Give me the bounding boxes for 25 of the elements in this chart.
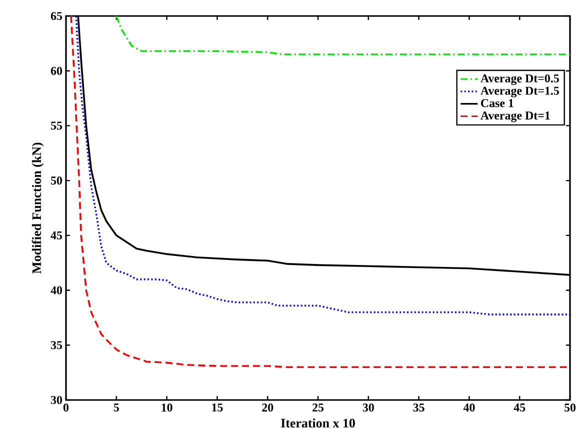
- y-tick-label: 30: [50, 396, 62, 404]
- y-tick-label: 60: [50, 66, 62, 75]
- x-tick-label: 5: [114, 404, 119, 412]
- x-tick-label: 45: [514, 404, 526, 412]
- y-tick-label: 50: [51, 176, 62, 185]
- x-tick-label: 35: [413, 404, 424, 412]
- x-tick-label: 30: [362, 404, 374, 412]
- y-tick-label: 40: [50, 286, 62, 294]
- legend-label: Average Dt=1: [480, 112, 550, 122]
- legend-label: Average Dt=0.5: [480, 74, 559, 85]
- x-tick-label: 50: [564, 404, 576, 412]
- x-tick-label: 15: [212, 404, 223, 412]
- y-tick-label: 35: [50, 341, 62, 350]
- y-tick-label: 55: [51, 122, 62, 130]
- y-tick-label: 45: [50, 231, 62, 240]
- x-tick-label: 20: [262, 404, 274, 412]
- x-tick-label: 10: [162, 404, 172, 412]
- y-tick-label: 65: [50, 12, 62, 20]
- x-tick-label: 40: [463, 404, 475, 412]
- x-axis-title: Iteration x 10: [281, 418, 355, 428]
- legend-label: Case 1: [481, 99, 514, 108]
- legend-label: Average Dt=1.5: [480, 86, 559, 98]
- x-tick-label: 0: [63, 404, 69, 412]
- y-axis-title: Modified Function (kN): [32, 142, 44, 274]
- x-tick-label: 25: [312, 404, 324, 412]
